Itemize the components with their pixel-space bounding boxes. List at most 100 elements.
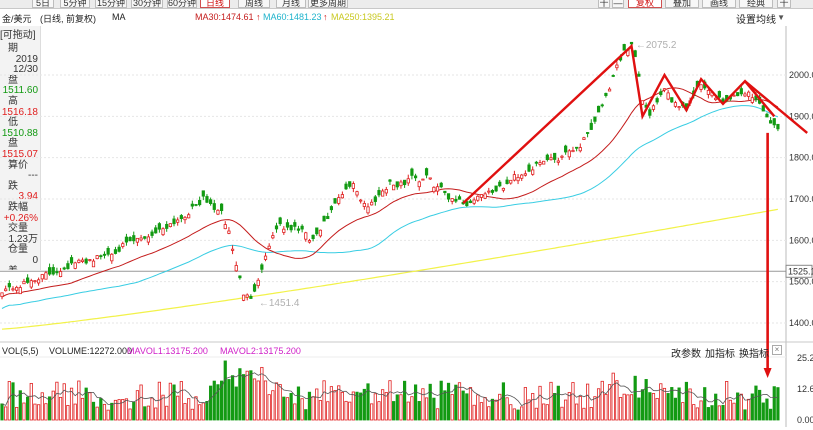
volume-bar <box>29 383 33 421</box>
candle-body <box>575 146 579 149</box>
candle-body <box>62 267 66 270</box>
volume-bar <box>542 403 546 421</box>
candle-body <box>772 118 776 126</box>
volume-bar <box>725 381 729 421</box>
candle-body <box>651 105 656 110</box>
volume-bar <box>439 380 443 421</box>
volume-bar <box>267 394 271 421</box>
volume-bar <box>241 374 246 421</box>
volume-tick-label: 12.6 <box>797 384 813 394</box>
toolbar-button-3[interactable]: 30分钟 <box>131 0 163 8</box>
instrument-label: 金/美元 <box>2 14 32 24</box>
volume-bar <box>736 392 740 421</box>
candle-body <box>523 173 527 176</box>
volume-bar <box>637 397 641 421</box>
candle-body <box>413 175 418 179</box>
volume-bar <box>132 401 136 421</box>
volume-bar <box>651 393 656 421</box>
volume-bar <box>121 399 125 421</box>
toolbar-button-14[interactable]: 经典 <box>739 0 773 8</box>
candle-body <box>44 272 48 280</box>
candle-body <box>776 123 780 130</box>
volume-bar <box>172 384 176 421</box>
toolbar-button-4[interactable]: 60分钟 <box>167 0 197 8</box>
info-value: 1515.07 <box>1 149 38 160</box>
info-value: 1510.88 <box>1 127 38 139</box>
volume-bar <box>223 360 227 421</box>
settings-ma-button[interactable]: 设置均线 <box>736 15 776 26</box>
candle-body <box>699 84 703 90</box>
candle-body <box>607 88 612 92</box>
candle-body <box>615 64 619 69</box>
change-params-button[interactable]: 改参数 <box>671 349 701 360</box>
candle-body <box>589 122 593 130</box>
candle-body <box>69 257 74 264</box>
volume-bar <box>143 406 147 421</box>
toolbar-button-12[interactable]: 叠加 <box>665 0 699 8</box>
candle-body <box>410 168 414 176</box>
volume-bar <box>564 399 568 421</box>
volume-bar <box>498 393 502 421</box>
close-panel-icon[interactable]: × <box>772 345 782 355</box>
volume-bar <box>710 405 714 421</box>
volume-bar <box>238 368 242 421</box>
toolbar-button-2[interactable]: 15分钟 <box>95 0 127 8</box>
volume-bar <box>454 384 458 421</box>
candle-body <box>219 203 224 211</box>
vol-label: VOL(5,5) <box>2 346 39 356</box>
candle-body <box>201 190 205 197</box>
add-indicator-button[interactable]: 加指标 <box>705 349 735 360</box>
candle-body <box>395 181 399 188</box>
volume-bar <box>256 380 260 421</box>
candle-body <box>58 271 63 278</box>
candle-body <box>593 116 597 122</box>
candle-body <box>161 228 165 236</box>
candle-body <box>205 196 209 203</box>
volume-bar <box>47 396 52 421</box>
candle-body <box>223 224 227 230</box>
volume-bar <box>227 379 231 421</box>
toolbar-button-8[interactable]: 更多周期 <box>308 0 348 8</box>
extreme-price-label: ←2075.2 <box>636 40 677 51</box>
volume-bar <box>494 399 498 421</box>
volume-bar <box>289 393 293 421</box>
candle-body <box>443 190 447 194</box>
toolbar-button-15[interactable]: 十 <box>777 0 791 8</box>
toolbar-button-10[interactable]: — <box>612 0 624 8</box>
toolbar-button-5[interactable]: 日线 <box>200 0 230 8</box>
candle-body <box>274 225 279 230</box>
candle-body <box>479 194 484 198</box>
toolbar-button-1[interactable]: 5分钟 <box>60 0 90 8</box>
toolbar-button-0[interactable]: 5日 <box>32 0 54 8</box>
extreme-price-label: ←1451.4 <box>259 298 300 309</box>
volume-bar <box>245 370 249 421</box>
candle-body <box>322 215 326 222</box>
settings-dropdown-icon[interactable]: ▼ <box>777 13 785 22</box>
volume-bar <box>348 401 352 421</box>
volume-bar <box>582 407 586 421</box>
volume-bar <box>359 392 363 421</box>
volume-bar <box>285 397 290 421</box>
volume-bar <box>534 407 538 421</box>
y-tick-label: 1400.00 <box>789 318 813 328</box>
volume-bar <box>351 391 355 421</box>
candle-body <box>300 225 304 230</box>
volume-bar <box>640 389 645 421</box>
switch-indicator-button[interactable]: 换指标 <box>739 349 769 360</box>
info-panel[interactable]: [可拖动] 期 2019 12/30 盘 1511.60 高 1516.18 低 1510.88 盘… <box>0 26 41 270</box>
volume-bar <box>209 385 213 421</box>
candle-body <box>256 279 260 287</box>
toolbar-button-9[interactable]: 十 <box>598 0 610 8</box>
candle-body <box>761 105 765 112</box>
volume-bar <box>717 405 721 421</box>
candle-body <box>11 288 15 291</box>
volume-bar <box>772 386 776 421</box>
toolbar-button-13[interactable]: 画线 <box>702 0 736 8</box>
candle-body <box>465 201 469 206</box>
candle-body <box>172 218 176 225</box>
toolbar-button-6[interactable]: 周线 <box>238 0 270 8</box>
toolbar-button-7[interactable]: 月线 <box>276 0 306 8</box>
candle-body <box>121 243 125 247</box>
toolbar-button-11[interactable]: 复权 <box>628 0 662 8</box>
